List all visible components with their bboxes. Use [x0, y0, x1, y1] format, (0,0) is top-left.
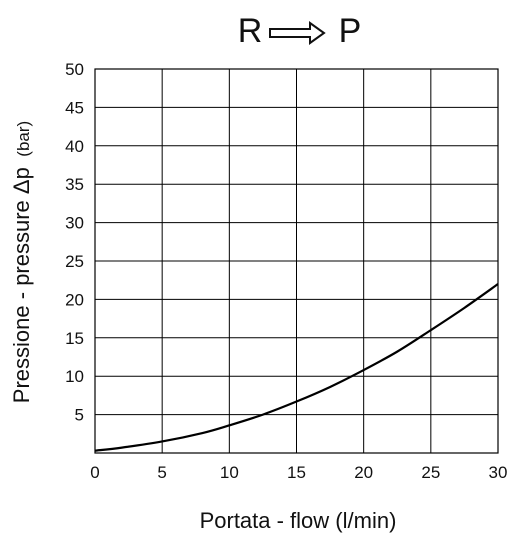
y-axis-label-unit: (bar)	[14, 121, 33, 157]
y-tick-label: 5	[75, 406, 84, 425]
y-axis-label-main: Pressione - pressure Δp	[9, 167, 34, 403]
y-tick-label: 10	[65, 367, 84, 386]
x-tick-label: 10	[220, 463, 239, 482]
y-tick-label: 25	[65, 252, 84, 271]
y-axis-ticks: 5 10 15 20 25 30 35 40 45 50	[65, 60, 84, 425]
y-tick-label: 15	[65, 329, 84, 348]
chart-grid	[94, 68, 499, 454]
chart-series	[94, 283, 499, 452]
y-tick-label: 50	[65, 60, 84, 79]
pressure-flow-curve	[94, 283, 499, 452]
x-axis-ticks: 0 5 10 15 20 25 30	[90, 463, 507, 482]
chart-title: R P	[238, 12, 362, 50]
x-tick-label: 25	[421, 463, 440, 482]
chart-title-to: P	[339, 12, 362, 50]
chart-title-from: R	[238, 12, 263, 50]
y-tick-label: 40	[65, 137, 84, 156]
x-axis-label: Portata - flow (l/min)	[200, 508, 397, 533]
x-tick-label: 20	[354, 463, 373, 482]
y-axis-label: Pressione - pressure Δp (bar)	[9, 121, 34, 403]
x-tick-label: 15	[287, 463, 306, 482]
x-tick-label: 5	[157, 463, 166, 482]
y-tick-label: 20	[65, 290, 84, 309]
y-tick-label: 45	[65, 98, 84, 117]
x-tick-label: 0	[90, 463, 99, 482]
chart-title-arrow	[269, 21, 326, 45]
y-tick-label: 35	[65, 175, 84, 194]
x-tick-label: 30	[489, 463, 508, 482]
y-tick-label: 30	[65, 214, 84, 233]
